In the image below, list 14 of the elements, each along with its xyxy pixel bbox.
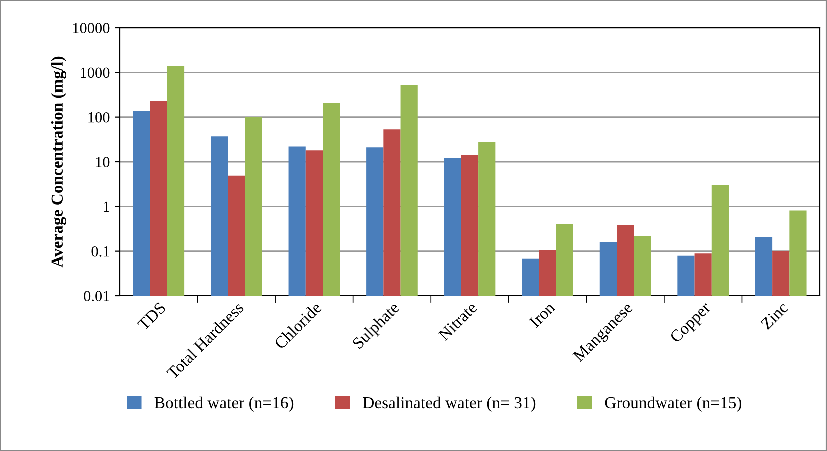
y-tick-label: 1000: [81, 68, 110, 78]
x-tick-label: TDS: [137, 302, 166, 332]
x-tick-label: Iron: [529, 302, 556, 328]
y-tick-label: 0.1: [92, 246, 110, 257]
y-tick-label: 10: [96, 157, 110, 168]
y-tick-label: 0.01: [84, 291, 110, 302]
y-axis-title: Average Concentration (mg/l): [51, 56, 67, 268]
legend-label: Bottled water (n=16): [154, 396, 294, 412]
legend-label: Groundwater (n=15): [605, 396, 742, 412]
y-tick-label: 10000: [73, 23, 110, 34]
y-tick-label: 1: [104, 202, 110, 212]
x-tick-label: Zinc: [760, 302, 790, 330]
y-tick-label: 100: [88, 112, 110, 123]
legend-label: Desalinated water (n= 31): [363, 396, 536, 412]
